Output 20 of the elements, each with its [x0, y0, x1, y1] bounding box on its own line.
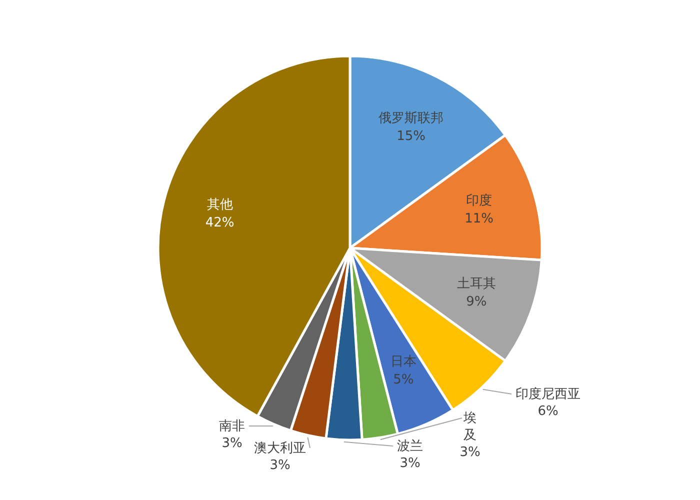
slice-label: 俄罗斯联邦: [378, 111, 444, 126]
data-label: 6%: [538, 404, 558, 419]
data-label: 15%: [396, 129, 426, 144]
slice-label: 澳大利亚: [254, 441, 306, 456]
slice-label: 印度尼西亚: [516, 386, 580, 402]
slice-label: 土耳其: [456, 276, 496, 292]
slice-label: 日本: [390, 354, 416, 370]
slice-label: 埃及: [462, 411, 476, 443]
slice-label: 其他: [206, 198, 233, 213]
data-label: 3%: [270, 458, 290, 473]
slice-label: 南非: [219, 419, 245, 434]
data-label: 3%: [400, 456, 420, 471]
data-label: 42%: [205, 216, 234, 231]
slice-label: 波兰: [397, 439, 423, 454]
data-label: 9%: [466, 294, 487, 310]
data-label: 3%: [222, 436, 242, 451]
slice-label: 印度: [466, 192, 492, 209]
data-label: 11%: [464, 212, 494, 227]
data-label: 3%: [460, 445, 480, 460]
data-label: 5%: [393, 372, 414, 388]
